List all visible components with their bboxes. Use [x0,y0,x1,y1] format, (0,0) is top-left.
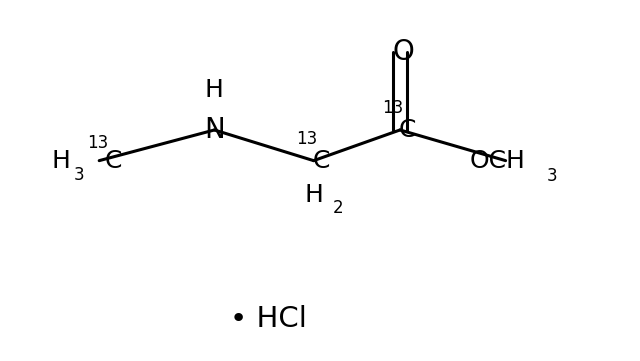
Text: OCH: OCH [470,149,526,173]
Text: H: H [205,78,224,102]
Text: 13: 13 [296,130,318,148]
Text: 2: 2 [333,199,343,217]
Text: 3: 3 [74,166,84,184]
Text: C: C [399,118,417,142]
Text: C: C [104,149,122,173]
Text: O: O [392,38,414,66]
Text: H: H [305,183,324,207]
Text: H: H [51,149,70,173]
Text: N: N [204,116,225,144]
Text: C: C [312,149,330,173]
Text: • HCl: • HCl [230,305,307,334]
Text: 3: 3 [547,167,557,185]
Text: 13: 13 [87,134,109,152]
Text: 13: 13 [381,99,403,117]
